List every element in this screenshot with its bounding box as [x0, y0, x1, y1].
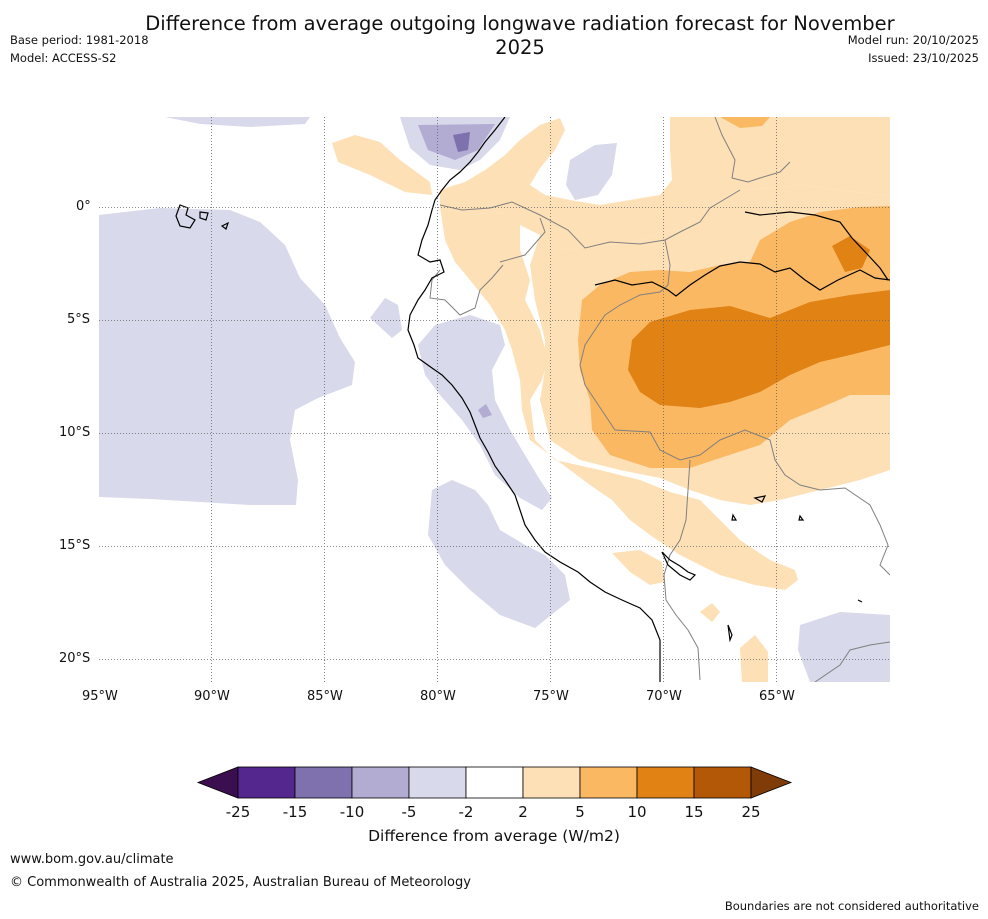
lon-tick-label: 70°W	[646, 689, 682, 704]
anomaly-region-negative	[478, 404, 492, 418]
colorbar-tick: -5	[402, 803, 417, 821]
anomaly-region-negative	[99, 208, 355, 505]
map-fields	[99, 117, 890, 682]
base-period: Base period: 1981-2018	[10, 33, 149, 47]
anomaly-region-positive	[720, 117, 770, 128]
colorbar-swatch	[522, 766, 581, 799]
lat-tick-label: 10°S	[59, 425, 91, 440]
anomaly-region-negative	[566, 143, 617, 200]
footer-copyright: © Commonwealth of Australia 2025, Austra…	[10, 875, 471, 890]
meta-left: Base period: 1981-2018 Model: ACCESS-S2	[10, 31, 149, 67]
anomaly-region-positive	[832, 236, 870, 272]
lon-tick-label: 65°W	[759, 689, 795, 704]
colorbar-swatch	[408, 766, 467, 799]
colorbar-tick-labels: -25 -15 -10 -5 -2 2 5 10 15 25	[226, 803, 761, 821]
colorbar-tick: 25	[741, 803, 760, 821]
colorbar-swatch	[294, 766, 353, 799]
anomaly-region-positive	[332, 135, 432, 195]
colorbar-tick: 5	[575, 803, 585, 821]
lat-tick-label: 15°S	[59, 538, 91, 553]
colorbar-swatch	[465, 766, 524, 799]
colorbar-swatch	[351, 766, 410, 799]
coastlines	[175, 117, 890, 682]
colorbar-label: Difference from average (W/m2)	[368, 827, 620, 845]
colorbar: -25 -15 -10 -5 -2 2 5 10 15 25	[196, 766, 793, 821]
lat-tick-label: 5°S	[67, 312, 91, 327]
meta-right: Model run: 20/10/2025 Issued: 23/10/2025	[848, 31, 979, 67]
colorbar-swatch	[579, 766, 638, 799]
anomaly-region-negative	[370, 298, 402, 338]
colorbar-tick: 15	[684, 803, 703, 821]
model-name: Model: ACCESS-S2	[10, 51, 117, 65]
anomaly-region-negative	[453, 132, 470, 152]
lat-tick-label: 0°	[76, 199, 91, 214]
country-borders	[429, 117, 890, 682]
anomaly-region-negative	[798, 612, 890, 682]
map-title: Difference from average outgoing longwav…	[145, 12, 895, 59]
model-run-date: Model run: 20/10/2025	[847, 33, 979, 47]
colorbar-swatch	[636, 766, 695, 799]
colorbar-tick: -2	[459, 803, 474, 821]
issued-date: Issued: 23/10/2025	[868, 51, 979, 65]
colorbar-tick: -15	[283, 803, 308, 821]
lon-tick-label: 75°W	[533, 689, 569, 704]
anomaly-region-positive	[740, 635, 768, 682]
lon-tick-label: 95°W	[82, 689, 118, 704]
anomaly-region-positive	[628, 290, 890, 408]
lon-tick-label: 80°W	[420, 689, 456, 704]
colorbar-swatches	[196, 766, 793, 799]
colorbar-extend-low	[196, 766, 239, 799]
lat-tick-label: 20°S	[59, 651, 91, 666]
colorbar-tick: 10	[627, 803, 646, 821]
colorbar-tick: -10	[340, 803, 365, 821]
lon-tick-label: 85°W	[307, 689, 343, 704]
anomaly-region-negative	[165, 117, 310, 127]
graticule	[99, 117, 890, 682]
anomaly-region-negative	[428, 480, 570, 628]
footer-disclaimer: Boundaries are not considered authoritat…	[724, 899, 979, 913]
colorbar-swatch	[693, 766, 752, 799]
colorbar-extend-high	[750, 766, 793, 799]
anomaly-region-positive	[700, 603, 720, 622]
anomaly-region-positive	[440, 207, 798, 590]
colorbar-tick: 2	[518, 803, 528, 821]
anomaly-region-positive	[612, 550, 664, 585]
colorbar-swatch	[237, 766, 296, 799]
anomaly-region-positive	[440, 117, 890, 250]
colorbar-tick: -25	[226, 803, 251, 821]
footer-website[interactable]: www.bom.gov.au/climate	[10, 852, 174, 867]
lon-tick-label: 90°W	[194, 689, 230, 704]
